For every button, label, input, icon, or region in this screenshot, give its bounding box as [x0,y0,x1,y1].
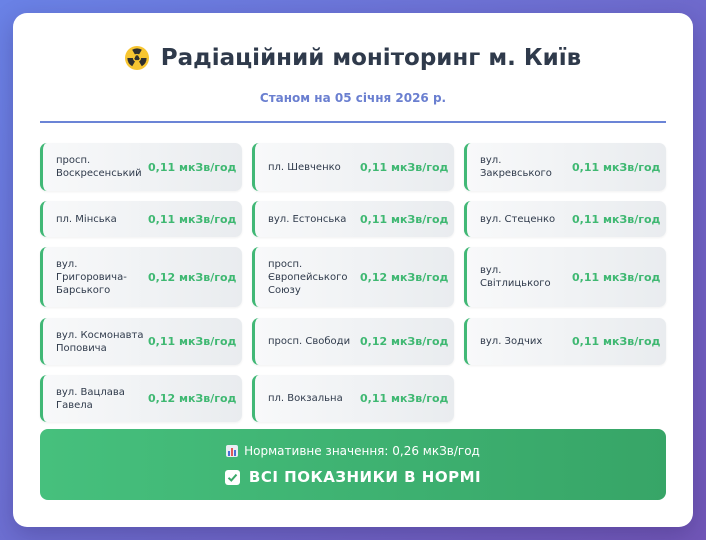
location-label: пл. Шевченко [268,161,341,173]
bar-chart-icon [226,445,239,457]
reading-card: пл. Мінська 0,11 мкЗв/год [40,201,242,237]
location-label: пл. Вокзальна [268,393,343,404]
reading-value: 0,11 мкЗв/год [148,160,237,174]
reading-card: вул. Закревського 0,11 мкЗв/год [464,143,666,191]
page-title: Радіаційний моніторинг м. Київ [160,45,582,71]
reading-card: вул. Естонська 0,11 мкЗв/год [252,201,454,237]
reading-card: просп. Європейського Союзу 0,12 мкЗв/год [252,247,454,307]
norm-row: Нормативне значення: 0,26 мкЗв/год [40,444,666,458]
reading-value: 0,11 мкЗв/год [148,335,237,348]
header-divider [40,121,666,123]
status-banner: Нормативне значення: 0,26 мкЗв/год ВСІ П… [40,429,666,500]
check-mark-icon [224,469,240,485]
location-label: просп. Свободи [268,336,351,347]
ok-row: ВСІ ПОКАЗНИКИ В НОРМІ [40,468,666,486]
reading-card: вул. Космонавта Поповича 0,11 мкЗв/год [40,318,242,365]
location-label: вул. Космонавта Поповича [56,329,144,354]
reading-value: 0,12 мкЗв/год [360,270,449,284]
reading-value: 0,11 мкЗв/год [572,160,661,174]
status-ok-text: ВСІ ПОКАЗНИКИ В НОРМІ [248,468,482,486]
radiation-icon [124,46,149,70]
location-label: пл. Мінська [56,213,117,225]
reading-card: вул. Григоровича-Барського 0,12 мкЗв/год [40,247,242,307]
reading-card: пл. Шевченко 0,11 мкЗв/год [252,143,454,191]
location-label: вул. Стеценко [480,213,556,225]
reading-value: 0,11 мкЗв/год [360,212,449,226]
reading-card: пл. Вокзальна 0,11 мкЗв/год [252,375,454,422]
monitoring-card: Радіаційний моніторинг м. Київ Станом на… [13,13,693,527]
reading-value: 0,11 мкЗв/год [360,392,449,405]
date-subtitle: Станом на 05 січня 2026 р. [259,91,447,105]
location-label: просп. Європейського Союзу [268,258,348,296]
reading-value: 0,11 мкЗв/год [572,212,661,226]
reading-card: вул. Вацлава Гавела 0,12 мкЗв/год [40,375,242,422]
reading-value: 0,11 мкЗв/год [572,270,661,284]
reading-card: вул. Світлицького 0,11 мкЗв/год [464,247,666,307]
reading-card: просп. Свободи 0,12 мкЗв/год [252,318,454,365]
reading-value: 0,12 мкЗв/год [360,335,449,348]
reading-value: 0,12 мкЗв/год [148,270,237,284]
reading-value: 0,11 мкЗв/год [148,212,237,226]
header: Радіаційний моніторинг м. Київ [13,41,693,75]
reading-value: 0,11 мкЗв/год [360,160,449,174]
location-label: просп. Воскресенський [56,155,142,179]
reading-card: просп. Воскресенський 0,11 мкЗв/год [40,143,242,191]
location-label: вул. Естонська [268,213,347,225]
location-label: вул. Закревського [480,155,552,179]
reading-card: вул. Зодчих 0,11 мкЗв/год [464,318,666,365]
reading-value: 0,11 мкЗв/год [572,335,661,348]
location-label: вул. Вацлава Гавела [56,386,125,411]
location-label: вул. Зодчих [480,336,543,347]
norm-text: Нормативне значення: 0,26 мкЗв/год [244,444,480,458]
reading-card: вул. Стеценко 0,11 мкЗв/год [464,201,666,237]
location-label: вул. Світлицького [480,265,551,289]
reading-value: 0,12 мкЗв/год [148,392,237,405]
location-label: вул. Григоровича-Барського [56,258,127,296]
